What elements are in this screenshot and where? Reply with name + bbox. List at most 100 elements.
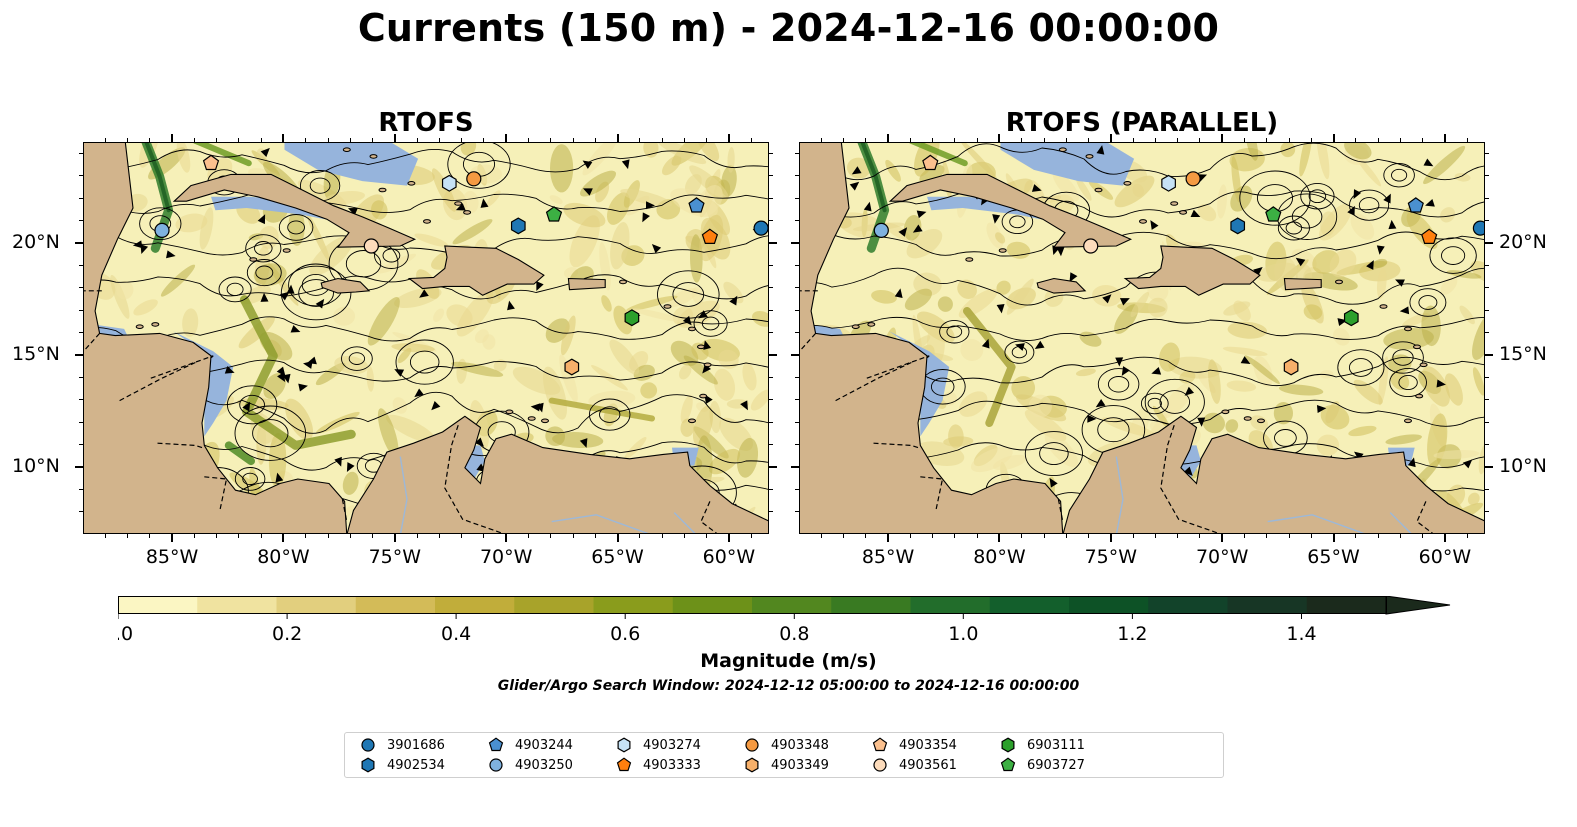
streamline-arrow: [651, 244, 662, 254]
minor-tick: [79, 331, 83, 333]
colorbar-segment: [831, 596, 911, 614]
float-marker-6903111[interactable]: [1343, 309, 1359, 327]
float-marker-4903274[interactable]: [441, 174, 457, 192]
float-marker-4903354[interactable]: [202, 154, 220, 171]
speed-blob: [342, 471, 359, 495]
float-marker-4903333[interactable]: [701, 228, 719, 245]
pentagon-marker-icon: [872, 737, 888, 752]
colorbar-segment: [1069, 596, 1149, 614]
speed-blob: [582, 143, 619, 176]
streamline-arrow: [682, 315, 692, 326]
float-marker-6903111[interactable]: [624, 309, 640, 327]
float-marker-4903348[interactable]: [466, 171, 482, 187]
minor-tick: [1288, 138, 1290, 142]
float-marker-4903349[interactable]: [564, 358, 580, 376]
minor-tick: [1485, 242, 1489, 244]
eddy-streamline: [1418, 295, 1438, 310]
float-marker-4903561[interactable]: [1083, 238, 1099, 254]
streamline-arrow: [1240, 356, 1251, 364]
float-marker-4903561[interactable]: [363, 238, 379, 254]
streamline-arrow: [1087, 414, 1097, 423]
country-border: [1416, 501, 1434, 533]
colorbar-segment: [593, 596, 674, 614]
float-marker-4903244[interactable]: [688, 197, 705, 213]
float-marker-6903727[interactable]: [545, 206, 563, 222]
float-marker-4902534[interactable]: [510, 217, 526, 235]
speed-blob: [1373, 258, 1388, 268]
island: [1085, 154, 1094, 159]
minor-tick: [104, 138, 106, 142]
eddy-streamline: [298, 279, 334, 307]
streamline-arrow: [1095, 398, 1106, 408]
pentagon-marker-shape: [1000, 757, 1016, 772]
float-marker-4903354[interactable]: [922, 154, 939, 171]
river: [673, 512, 696, 533]
streamline-arrow: [992, 214, 1001, 224]
speed-blob: [160, 264, 196, 297]
country-border: [119, 361, 196, 402]
streamline-arrow: [480, 198, 489, 208]
legend-marker: [872, 737, 888, 752]
minor-tick: [1132, 138, 1134, 142]
hexagon-marker-icon: [1001, 737, 1015, 753]
minor-tick: [127, 534, 129, 538]
map-panel-rtofs[interactable]: [83, 142, 769, 534]
speed-blob: [493, 359, 507, 372]
streamline: [800, 316, 1484, 341]
float-marker-4903333[interactable]: [1421, 228, 1438, 245]
streamline-arrow: [1115, 357, 1124, 367]
lon-tick: [1221, 534, 1224, 542]
streamline-arrow: [1395, 279, 1405, 287]
float-marker-4903250[interactable]: [873, 222, 889, 239]
float-marker-4903250[interactable]: [154, 222, 170, 239]
legend-item-label: 4903561: [899, 757, 957, 773]
eddy-streamline: [309, 177, 331, 194]
island: [1058, 147, 1067, 152]
streamline-arrow: [1347, 205, 1355, 216]
float-marker-4903348[interactable]: [1185, 171, 1201, 187]
float-marker-3901686[interactable]: [753, 220, 768, 236]
minor-tick: [954, 138, 956, 142]
pentagon-marker-shape: [1265, 206, 1282, 222]
minor-tick: [79, 175, 83, 177]
speed-blob: [1244, 355, 1280, 384]
colorbar-segment: [672, 596, 753, 614]
hexagon-marker-shape: [1230, 217, 1246, 235]
streamline-arrow: [1049, 477, 1058, 488]
float-marker-6903727[interactable]: [1265, 206, 1282, 222]
hexagon-marker-shape: [1001, 737, 1015, 753]
eddy-streamline: [234, 405, 307, 461]
shelf-bahamas: [284, 143, 419, 186]
minor-tick: [769, 197, 773, 199]
colorbar-segment: [989, 596, 1070, 614]
minor-tick: [843, 534, 845, 538]
eddy-streamline: [1308, 189, 1327, 204]
float-marker-4903274[interactable]: [1161, 174, 1176, 192]
speed-blob: [713, 368, 736, 401]
speed-blob: [1114, 175, 1155, 208]
speed-blob: [1423, 145, 1466, 185]
float-marker-4902534[interactable]: [1230, 217, 1246, 235]
streamline-arrow: [1015, 343, 1025, 351]
minor-tick: [1485, 264, 1489, 266]
eddy-streamline: [1348, 358, 1373, 377]
eddy-streamline: [280, 265, 352, 321]
speed-blob: [1480, 321, 1484, 345]
float-marker-4903244[interactable]: [1407, 197, 1424, 213]
colorbar-segment: [752, 596, 832, 614]
minor-tick: [550, 138, 552, 142]
legend-item-4903348: 4903348: [743, 736, 829, 754]
lon-tick: [998, 534, 1001, 542]
eddy-streamline: [1358, 197, 1380, 214]
lon-tick-label: 60°W: [1418, 546, 1472, 568]
float-marker-3901686[interactable]: [1472, 220, 1485, 236]
streamline-arrow: [290, 325, 301, 333]
lon-tick: [282, 534, 285, 542]
float-marker-4903349[interactable]: [1283, 358, 1299, 376]
minor-tick: [1466, 534, 1468, 538]
legend-item-label: 4903333: [643, 757, 701, 773]
eddy-streamline: [1147, 397, 1162, 410]
map-panel-rtofs-parallel[interactable]: [799, 142, 1485, 534]
eddy-streamline: [1392, 349, 1414, 366]
minor-tick: [1110, 138, 1112, 142]
